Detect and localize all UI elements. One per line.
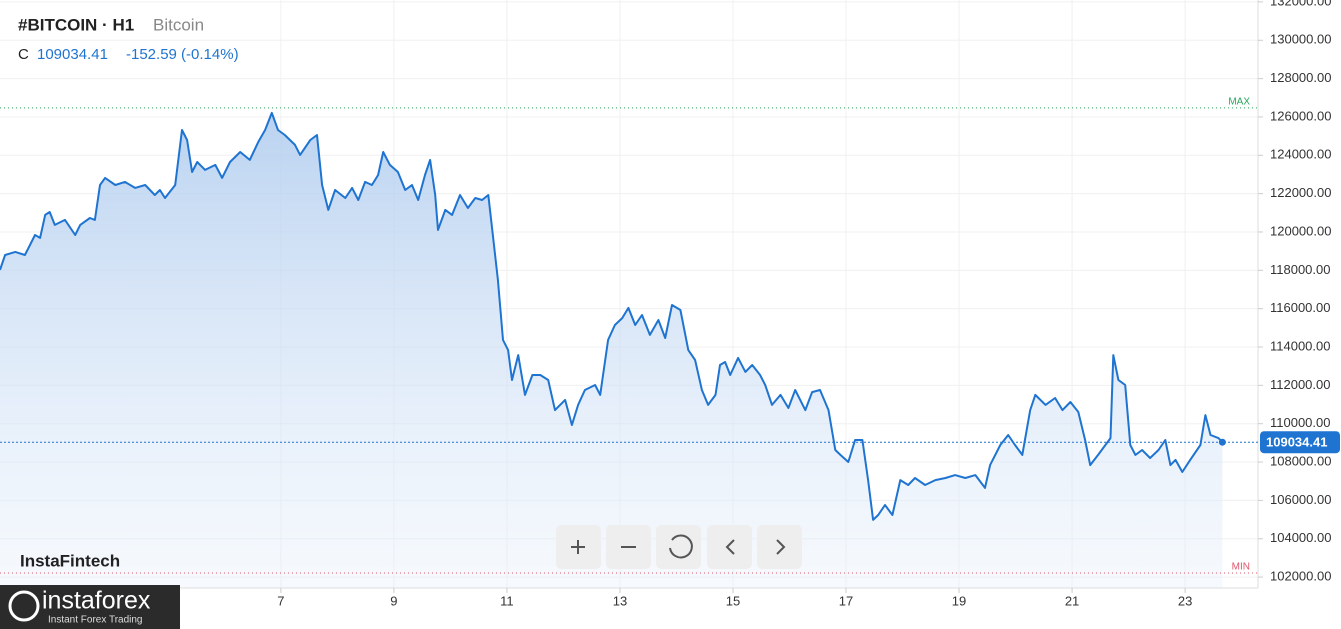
y-tick-label: 122000.00 [1270,185,1331,200]
y-tick-label: 114000.00 [1270,338,1331,353]
logo-tagline: Instant Forex Trading [48,615,143,626]
y-tick-label: 116000.00 [1270,300,1331,315]
x-tick-label: 19 [952,593,966,608]
change-value: -152.59 (-0.14%) [126,46,239,63]
x-tick-label: 15 [726,593,740,608]
logo: instaforex Instant Forex Trading [0,585,180,629]
chart-title: #BITCOIN · H1 [18,15,134,34]
plot [0,111,1224,589]
x-tick-label: 11 [500,593,514,608]
scroll-left-button[interactable] [707,525,752,569]
reset-button[interactable] [656,525,701,569]
last-price-badge [1260,431,1340,454]
y-tick-label: 132000.00 [1270,0,1331,8]
y-tick-label: 118000.00 [1270,262,1331,277]
right-icon [776,539,786,555]
y-tick-label: 108000.00 [1270,453,1331,468]
y-tick-label: 128000.00 [1270,70,1331,85]
watermark: InstaFintech [20,551,120,570]
min-line-label: MIN [1232,562,1250,573]
zoom-controls [556,525,802,569]
x-tick-label: 17 [839,593,853,608]
x-tick-label: 7 [277,593,284,608]
y-tick-label: 120000.00 [1270,223,1331,238]
y-tick-label: 112000.00 [1270,377,1331,392]
y-tick-label: 124000.00 [1270,147,1331,162]
x-tick-label: 23 [1178,593,1192,608]
x-tick-label: 13 [613,593,627,608]
y-tick-label: 106000.00 [1270,492,1331,507]
y-tick-label: 104000.00 [1270,530,1331,545]
last-price-label: 109034.41 [1266,435,1327,450]
y-tick-label: 110000.00 [1270,415,1331,430]
logo-icon [8,590,40,622]
price-line [0,111,1224,521]
chart-subtitle: Bitcoin [153,15,204,34]
x-tick-label: 9 [390,593,397,608]
plus-icon [571,540,585,554]
x-tick-label: 21 [1065,593,1079,608]
last-point [1218,438,1226,446]
max-line-label: MAX [1228,97,1250,108]
y-tick-label: 102000.00 [1270,569,1331,584]
close-prefix: C [18,46,29,63]
y-tick-label: 130000.00 [1270,32,1331,47]
close-value: 109034.41 [37,46,108,63]
logo-text: instaforex [42,587,151,615]
scroll-right-button[interactable] [757,525,802,569]
y-tick-label: 126000.00 [1270,108,1331,123]
area-fill [0,112,1223,589]
left-icon [725,539,735,555]
reset-icon [669,534,693,559]
